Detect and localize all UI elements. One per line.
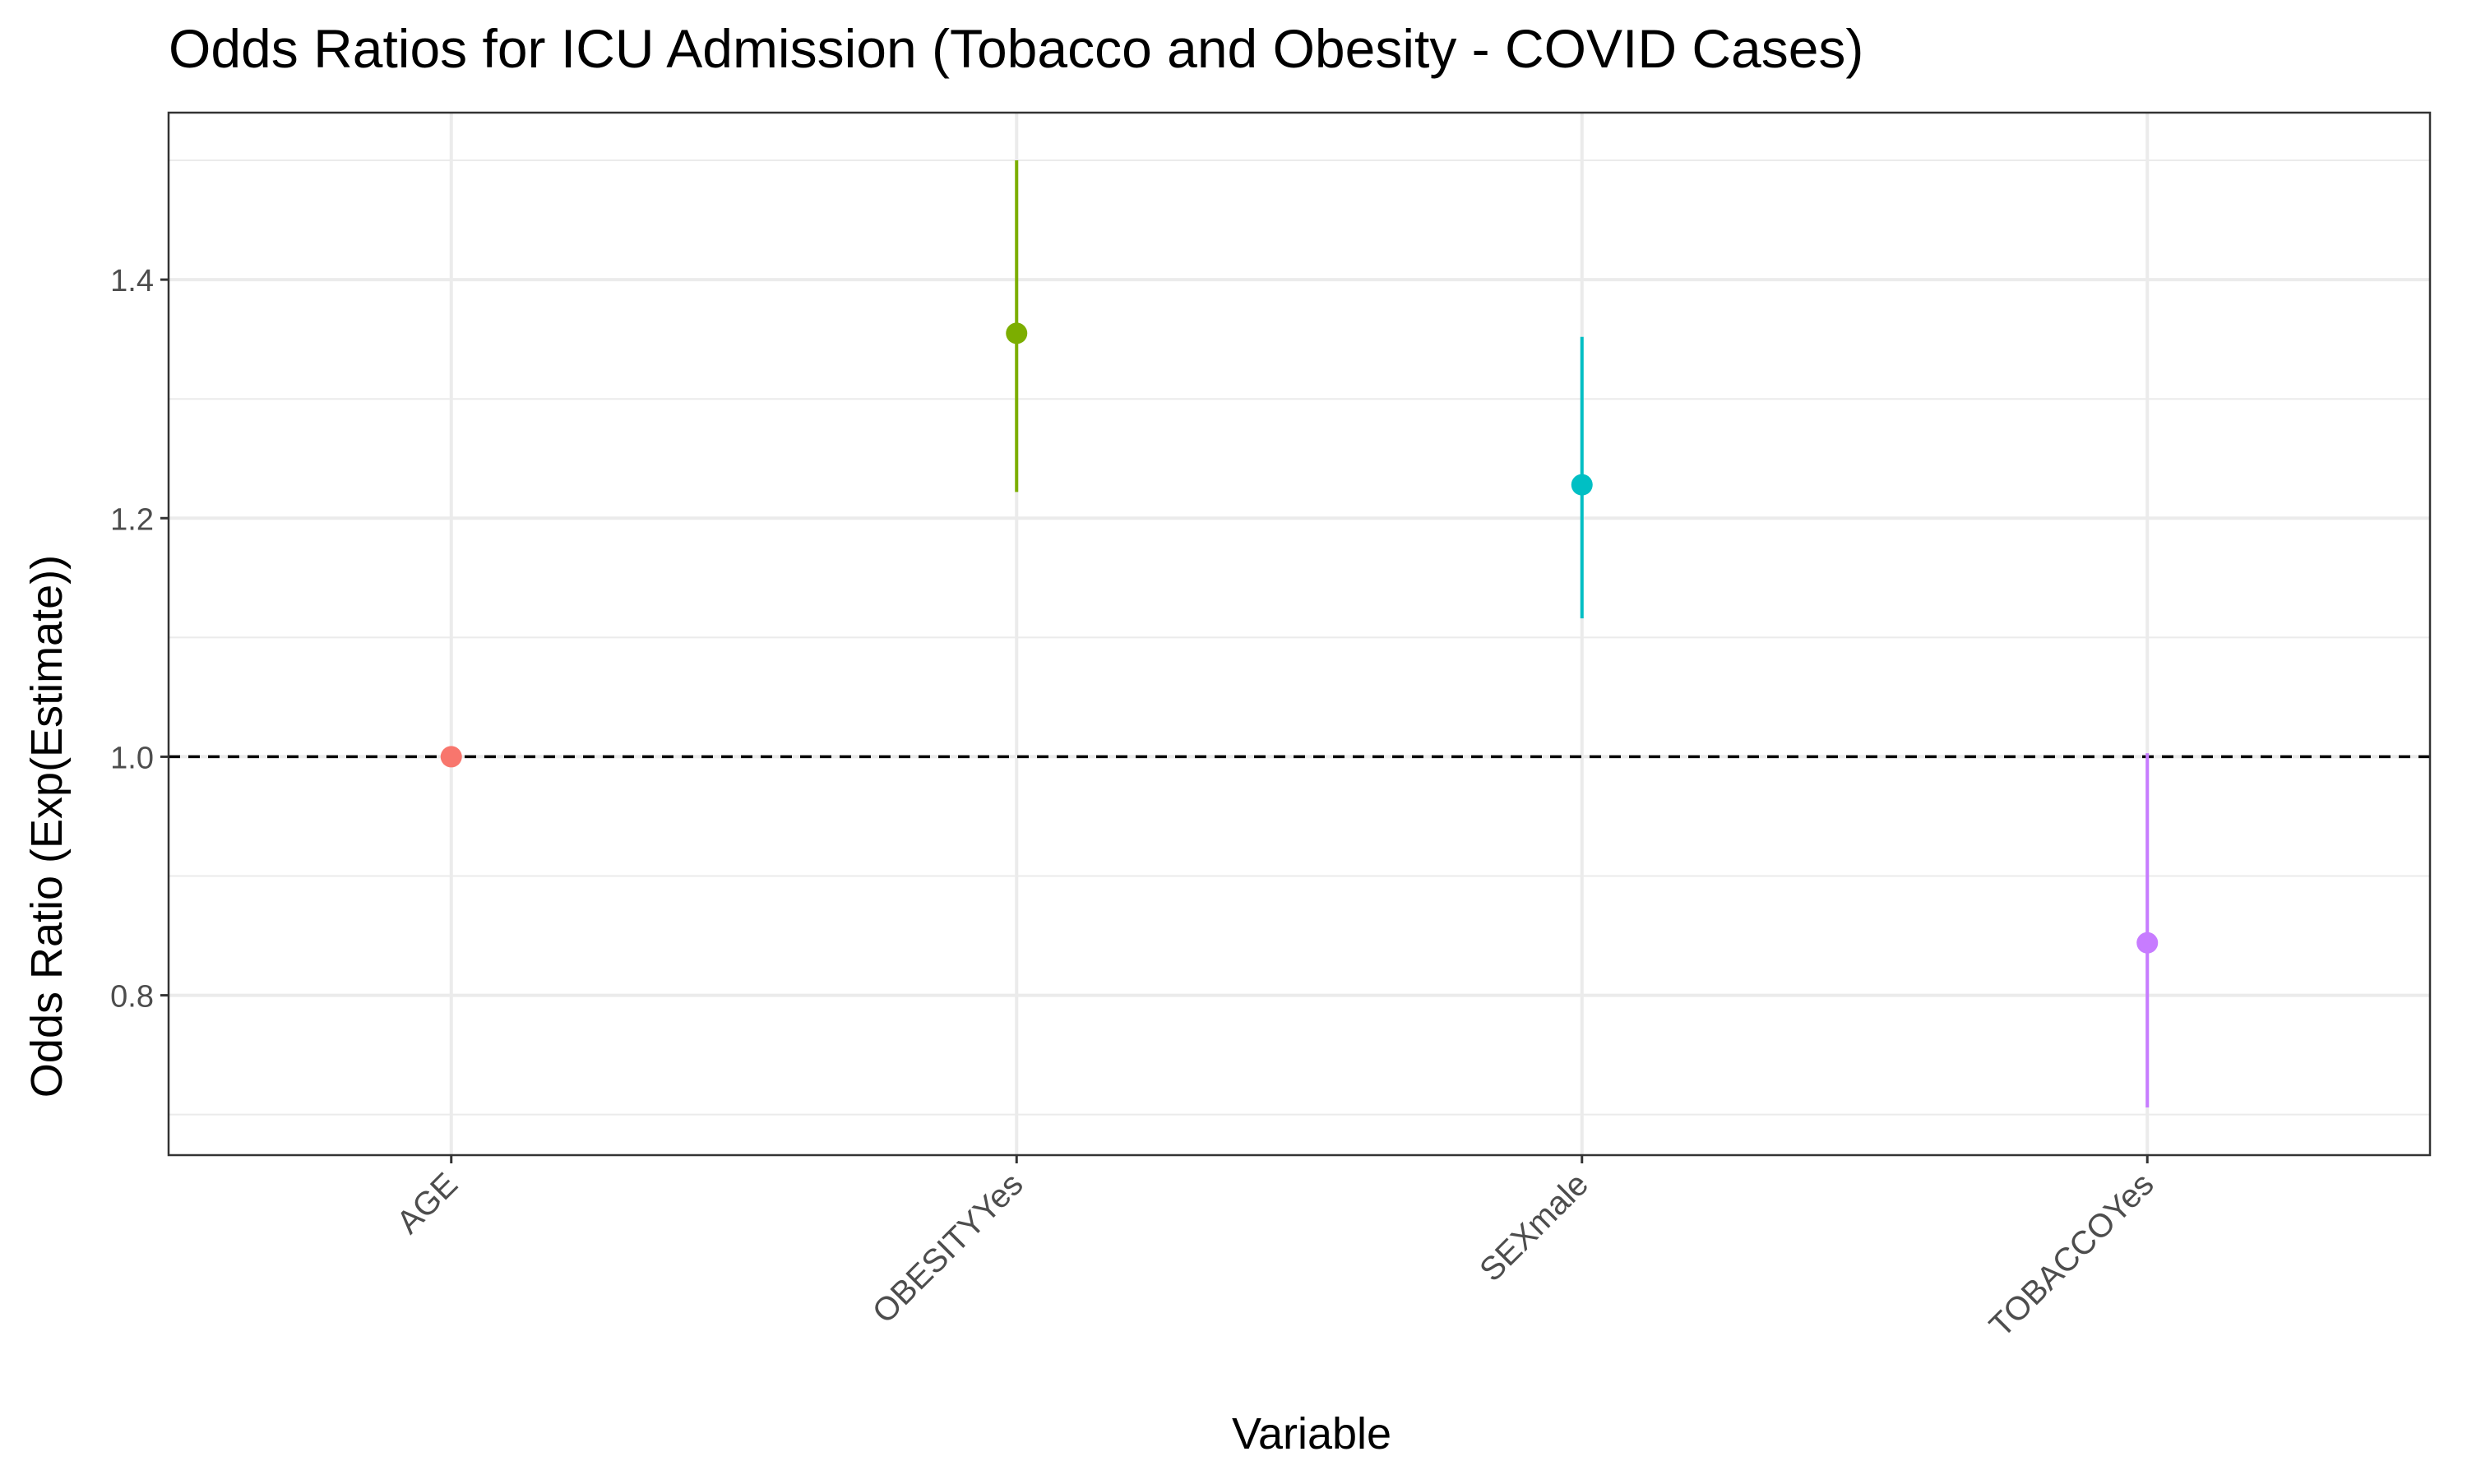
plot-panel-border [167, 111, 2432, 1157]
marks-layer [440, 160, 2159, 1107]
point-age [440, 746, 462, 768]
chart-title: Odds Ratios for ICU Admission (Tobacco a… [169, 18, 1863, 79]
y-tick-label: 0.8 [110, 980, 154, 1015]
y-tick-label: 1.2 [110, 502, 154, 537]
point-obesityyes [1006, 322, 1028, 344]
point-sexmale [1571, 474, 1593, 496]
x-axis-title: Variable [1232, 1409, 1391, 1459]
y-tick-label: 1.0 [110, 741, 154, 775]
point-tobaccoyes [2136, 932, 2159, 954]
y-tick-label: 1.4 [110, 264, 154, 298]
y-axis-title: Odds Ratio (Exp(Estimate)) [22, 555, 72, 1098]
